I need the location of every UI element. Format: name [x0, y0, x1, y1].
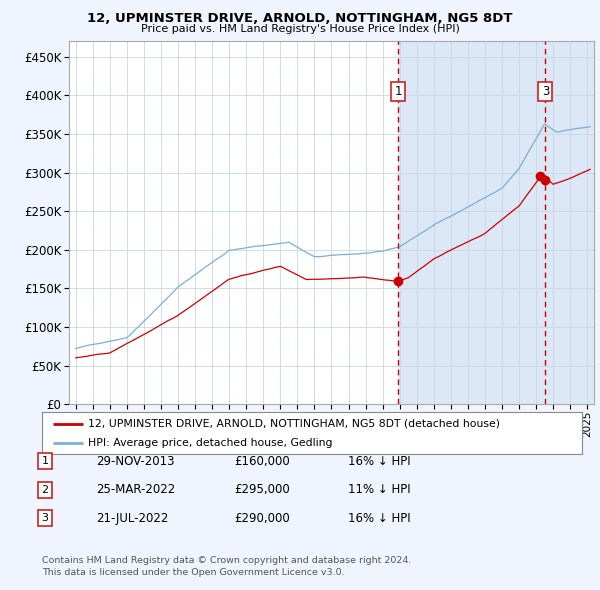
Bar	[398, 41, 600, 404]
Text: 21-JUL-2022: 21-JUL-2022	[96, 512, 169, 525]
Text: 12, UPMINSTER DRIVE, ARNOLD, NOTTINGHAM, NG5 8DT (detached house): 12, UPMINSTER DRIVE, ARNOLD, NOTTINGHAM,…	[88, 419, 500, 429]
Text: 3: 3	[41, 513, 49, 523]
Text: 3: 3	[542, 85, 549, 98]
Text: 1: 1	[394, 85, 402, 98]
Text: 16% ↓ HPI: 16% ↓ HPI	[348, 512, 410, 525]
Text: 29-NOV-2013: 29-NOV-2013	[96, 455, 175, 468]
Text: Price paid vs. HM Land Registry's House Price Index (HPI): Price paid vs. HM Land Registry's House …	[140, 24, 460, 34]
Text: HPI: Average price, detached house, Gedling: HPI: Average price, detached house, Gedl…	[88, 438, 332, 448]
Text: 2: 2	[41, 485, 49, 494]
Text: £160,000: £160,000	[234, 455, 290, 468]
Text: 12, UPMINSTER DRIVE, ARNOLD, NOTTINGHAM, NG5 8DT: 12, UPMINSTER DRIVE, ARNOLD, NOTTINGHAM,…	[87, 12, 513, 25]
Text: 1: 1	[41, 457, 49, 466]
Text: £290,000: £290,000	[234, 512, 290, 525]
Text: 11% ↓ HPI: 11% ↓ HPI	[348, 483, 410, 496]
Text: 16% ↓ HPI: 16% ↓ HPI	[348, 455, 410, 468]
Text: £295,000: £295,000	[234, 483, 290, 496]
Text: This data is licensed under the Open Government Licence v3.0.: This data is licensed under the Open Gov…	[42, 568, 344, 577]
Text: Contains HM Land Registry data © Crown copyright and database right 2024.: Contains HM Land Registry data © Crown c…	[42, 556, 412, 565]
Text: 25-MAR-2022: 25-MAR-2022	[96, 483, 175, 496]
